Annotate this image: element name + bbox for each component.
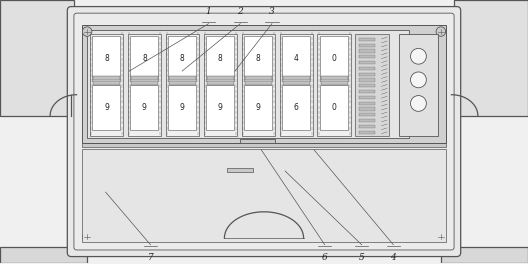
Bar (244, 85, 272, 130)
Bar (359, 125, 375, 128)
Bar (359, 84, 375, 87)
Bar (128, 34, 161, 136)
Bar (168, 36, 196, 81)
FancyBboxPatch shape (68, 7, 460, 257)
Bar (240, 139, 275, 143)
Bar (282, 36, 310, 81)
Bar (359, 96, 375, 99)
Bar (454, 0, 528, 116)
Bar (0, 0, 74, 116)
Bar (87, 30, 409, 138)
Text: 9: 9 (256, 103, 261, 112)
Bar (92, 36, 120, 81)
Bar (206, 36, 234, 81)
Bar (359, 130, 375, 134)
Text: 6: 6 (322, 253, 327, 262)
Bar (169, 81, 196, 85)
Bar (169, 76, 196, 80)
Text: 2: 2 (238, 7, 243, 16)
Bar (93, 76, 120, 80)
Text: 1: 1 (206, 7, 211, 16)
Circle shape (82, 27, 92, 36)
Text: 8: 8 (256, 54, 261, 63)
Circle shape (436, 27, 446, 36)
Circle shape (411, 96, 427, 111)
Circle shape (82, 232, 92, 242)
Bar (320, 85, 348, 130)
Bar (359, 55, 375, 58)
Bar (359, 78, 375, 82)
FancyBboxPatch shape (74, 13, 454, 250)
Bar (242, 34, 275, 136)
Text: 9: 9 (104, 103, 109, 112)
Bar (206, 85, 234, 130)
Bar (359, 119, 375, 122)
Text: 8: 8 (142, 54, 147, 63)
Text: 8: 8 (180, 54, 185, 63)
Circle shape (411, 72, 427, 88)
Text: 7: 7 (148, 253, 153, 262)
Bar (320, 36, 348, 81)
Text: 0: 0 (332, 103, 336, 112)
Bar (359, 44, 375, 47)
Bar (166, 34, 199, 136)
Text: 8: 8 (104, 54, 109, 63)
Text: 9: 9 (142, 103, 147, 112)
Bar (92, 85, 120, 130)
Bar (359, 38, 375, 41)
Bar (130, 85, 158, 130)
Bar (359, 67, 375, 70)
Bar (359, 90, 375, 93)
Bar (82, 143, 446, 147)
Bar (245, 76, 271, 80)
Bar (130, 36, 158, 81)
Bar (359, 61, 375, 64)
Bar (207, 76, 234, 80)
Bar (131, 76, 158, 80)
Bar (279, 34, 313, 136)
Bar (321, 76, 347, 80)
Bar (359, 107, 375, 111)
Bar (359, 113, 375, 116)
Bar (168, 85, 196, 130)
Bar (317, 34, 351, 136)
Bar (359, 49, 375, 53)
Bar (441, 247, 528, 263)
Text: 6: 6 (294, 103, 299, 112)
Bar (93, 81, 120, 85)
Text: 8: 8 (218, 54, 223, 63)
Bar (244, 36, 272, 81)
Bar (282, 85, 310, 130)
Bar (0, 247, 87, 263)
Text: 0: 0 (332, 54, 336, 63)
Bar (283, 76, 309, 80)
Bar (245, 81, 271, 85)
Bar (227, 168, 253, 172)
Bar (82, 25, 446, 143)
Bar (131, 81, 158, 85)
Bar (90, 34, 123, 136)
Bar (359, 73, 375, 76)
Bar (283, 81, 309, 85)
Bar (355, 34, 389, 136)
Text: 4: 4 (391, 253, 396, 262)
Bar (359, 102, 375, 105)
Bar (207, 81, 234, 85)
Bar (399, 34, 438, 136)
Text: 4: 4 (294, 54, 299, 63)
Text: 9: 9 (180, 103, 185, 112)
Bar (82, 149, 446, 242)
Bar (204, 34, 237, 136)
Circle shape (411, 48, 427, 64)
Text: 3: 3 (269, 7, 275, 16)
Text: 5: 5 (359, 253, 364, 262)
Bar (321, 81, 347, 85)
Circle shape (436, 232, 446, 242)
Text: 9: 9 (218, 103, 223, 112)
